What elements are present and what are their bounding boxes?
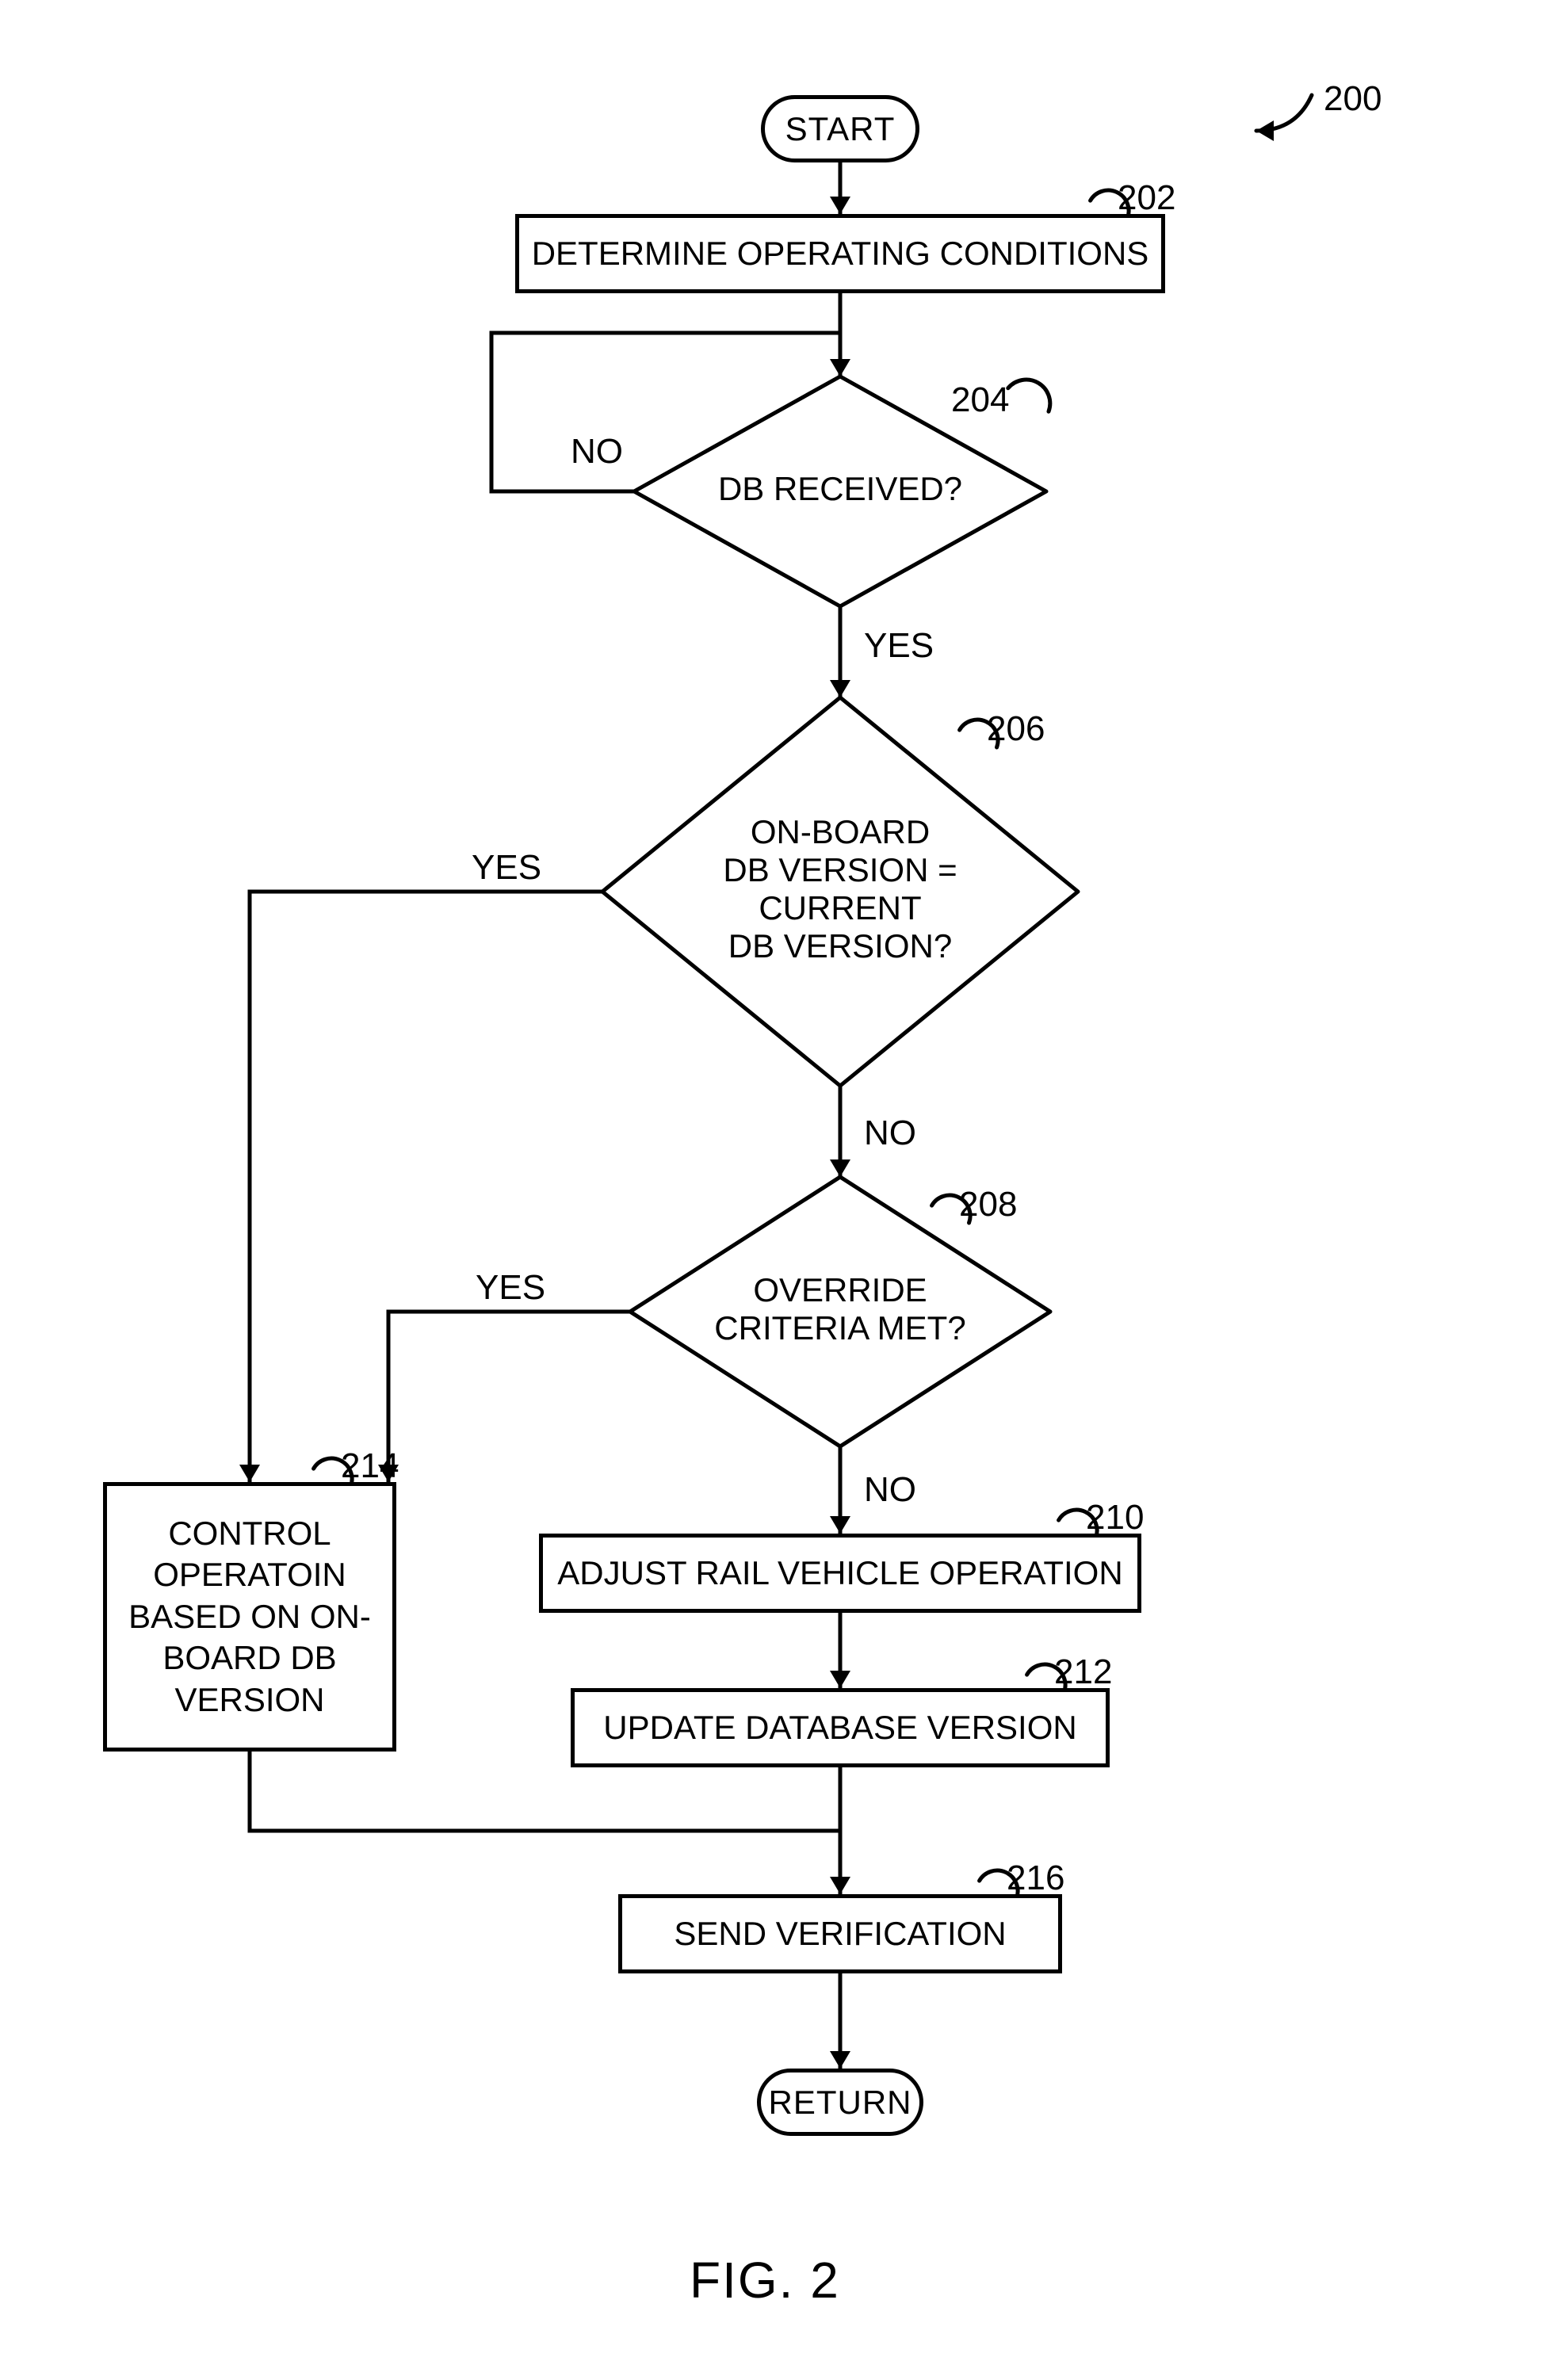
process-212-label: UPDATE DATABASE VERSION bbox=[603, 1707, 1076, 1749]
ref-label-212: 212 bbox=[1054, 1652, 1112, 1692]
edge-label-no-208-text: NO bbox=[864, 1470, 916, 1509]
process-determine-operating-conditions: DETERMINE OPERATING CONDITIONS bbox=[515, 214, 1165, 293]
page-ref-text: 200 bbox=[1324, 79, 1382, 118]
edge-label-yes-208: YES bbox=[476, 1268, 545, 1308]
flowchart-canvas: DB RECEIVED? ON-BOARDDB VERSION =CURRENTD… bbox=[0, 0, 1544, 2380]
ref-208-text: 208 bbox=[959, 1185, 1017, 1224]
figure-label-text: FIG. 2 bbox=[690, 2252, 840, 2309]
terminal-return: RETURN bbox=[757, 2069, 923, 2136]
ref-204-text: 204 bbox=[951, 380, 1009, 419]
page-ref-200: 200 bbox=[1324, 79, 1382, 119]
terminal-start-label: START bbox=[785, 110, 896, 148]
process-210-label: ADJUST RAIL VEHICLE OPERATION bbox=[557, 1553, 1122, 1595]
ref-label-208: 208 bbox=[959, 1185, 1017, 1224]
ref-212-text: 212 bbox=[1054, 1652, 1112, 1691]
edge-label-yes-204-text: YES bbox=[864, 626, 934, 665]
edge-label-no-206-text: NO bbox=[864, 1114, 916, 1152]
process-202-label: DETERMINE OPERATING CONDITIONS bbox=[532, 233, 1149, 275]
edge-label-yes-206-text: YES bbox=[472, 848, 541, 887]
edge-label-no-204: NO bbox=[571, 432, 623, 472]
process-control-operation-onboard-db: CONTROL OPERATOIN BASED ON ON-BOARD DB V… bbox=[103, 1482, 396, 1752]
edge-label-no-204-text: NO bbox=[571, 432, 623, 471]
process-adjust-rail-vehicle-operation: ADJUST RAIL VEHICLE OPERATION bbox=[539, 1534, 1141, 1613]
process-send-verification: SEND VERIFICATION bbox=[618, 1894, 1062, 1973]
edge-label-no-208: NO bbox=[864, 1470, 916, 1510]
ref-206-text: 206 bbox=[987, 709, 1045, 748]
ref-label-202: 202 bbox=[1118, 178, 1175, 218]
ref-label-214: 214 bbox=[341, 1446, 399, 1486]
edge-label-no-206: NO bbox=[864, 1114, 916, 1153]
edge-label-yes-206: YES bbox=[472, 848, 541, 888]
svg-text:OVERRIDECRITERIA MET?: OVERRIDECRITERIA MET? bbox=[714, 1271, 965, 1347]
ref-216-text: 216 bbox=[1007, 1859, 1064, 1897]
edge-label-yes-208-text: YES bbox=[476, 1268, 545, 1307]
figure-label: FIG. 2 bbox=[690, 2251, 840, 2309]
ref-label-210: 210 bbox=[1086, 1498, 1144, 1538]
ref-214-text: 214 bbox=[341, 1446, 399, 1485]
ref-label-206: 206 bbox=[987, 709, 1045, 749]
svg-text:ON-BOARDDB VERSION =CURRENTDB: ON-BOARDDB VERSION =CURRENTDB VERSION? bbox=[723, 813, 957, 965]
ref-210-text: 210 bbox=[1086, 1498, 1144, 1537]
terminal-start: START bbox=[761, 95, 919, 162]
process-update-database-version: UPDATE DATABASE VERSION bbox=[571, 1688, 1110, 1767]
process-214-label: CONTROL OPERATOIN BASED ON ON-BOARD DB V… bbox=[115, 1513, 384, 1721]
process-216-label: SEND VERIFICATION bbox=[674, 1913, 1006, 1955]
ref-202-text: 202 bbox=[1118, 178, 1175, 217]
ref-label-204: 204 bbox=[951, 380, 1009, 420]
ref-label-216: 216 bbox=[1007, 1859, 1064, 1898]
terminal-return-label: RETURN bbox=[769, 2084, 912, 2122]
connectors-layer: DB RECEIVED? ON-BOARDDB VERSION =CURRENTD… bbox=[0, 0, 1544, 2380]
edge-label-yes-204: YES bbox=[864, 626, 934, 666]
svg-text:DB RECEIVED?: DB RECEIVED? bbox=[718, 470, 962, 507]
